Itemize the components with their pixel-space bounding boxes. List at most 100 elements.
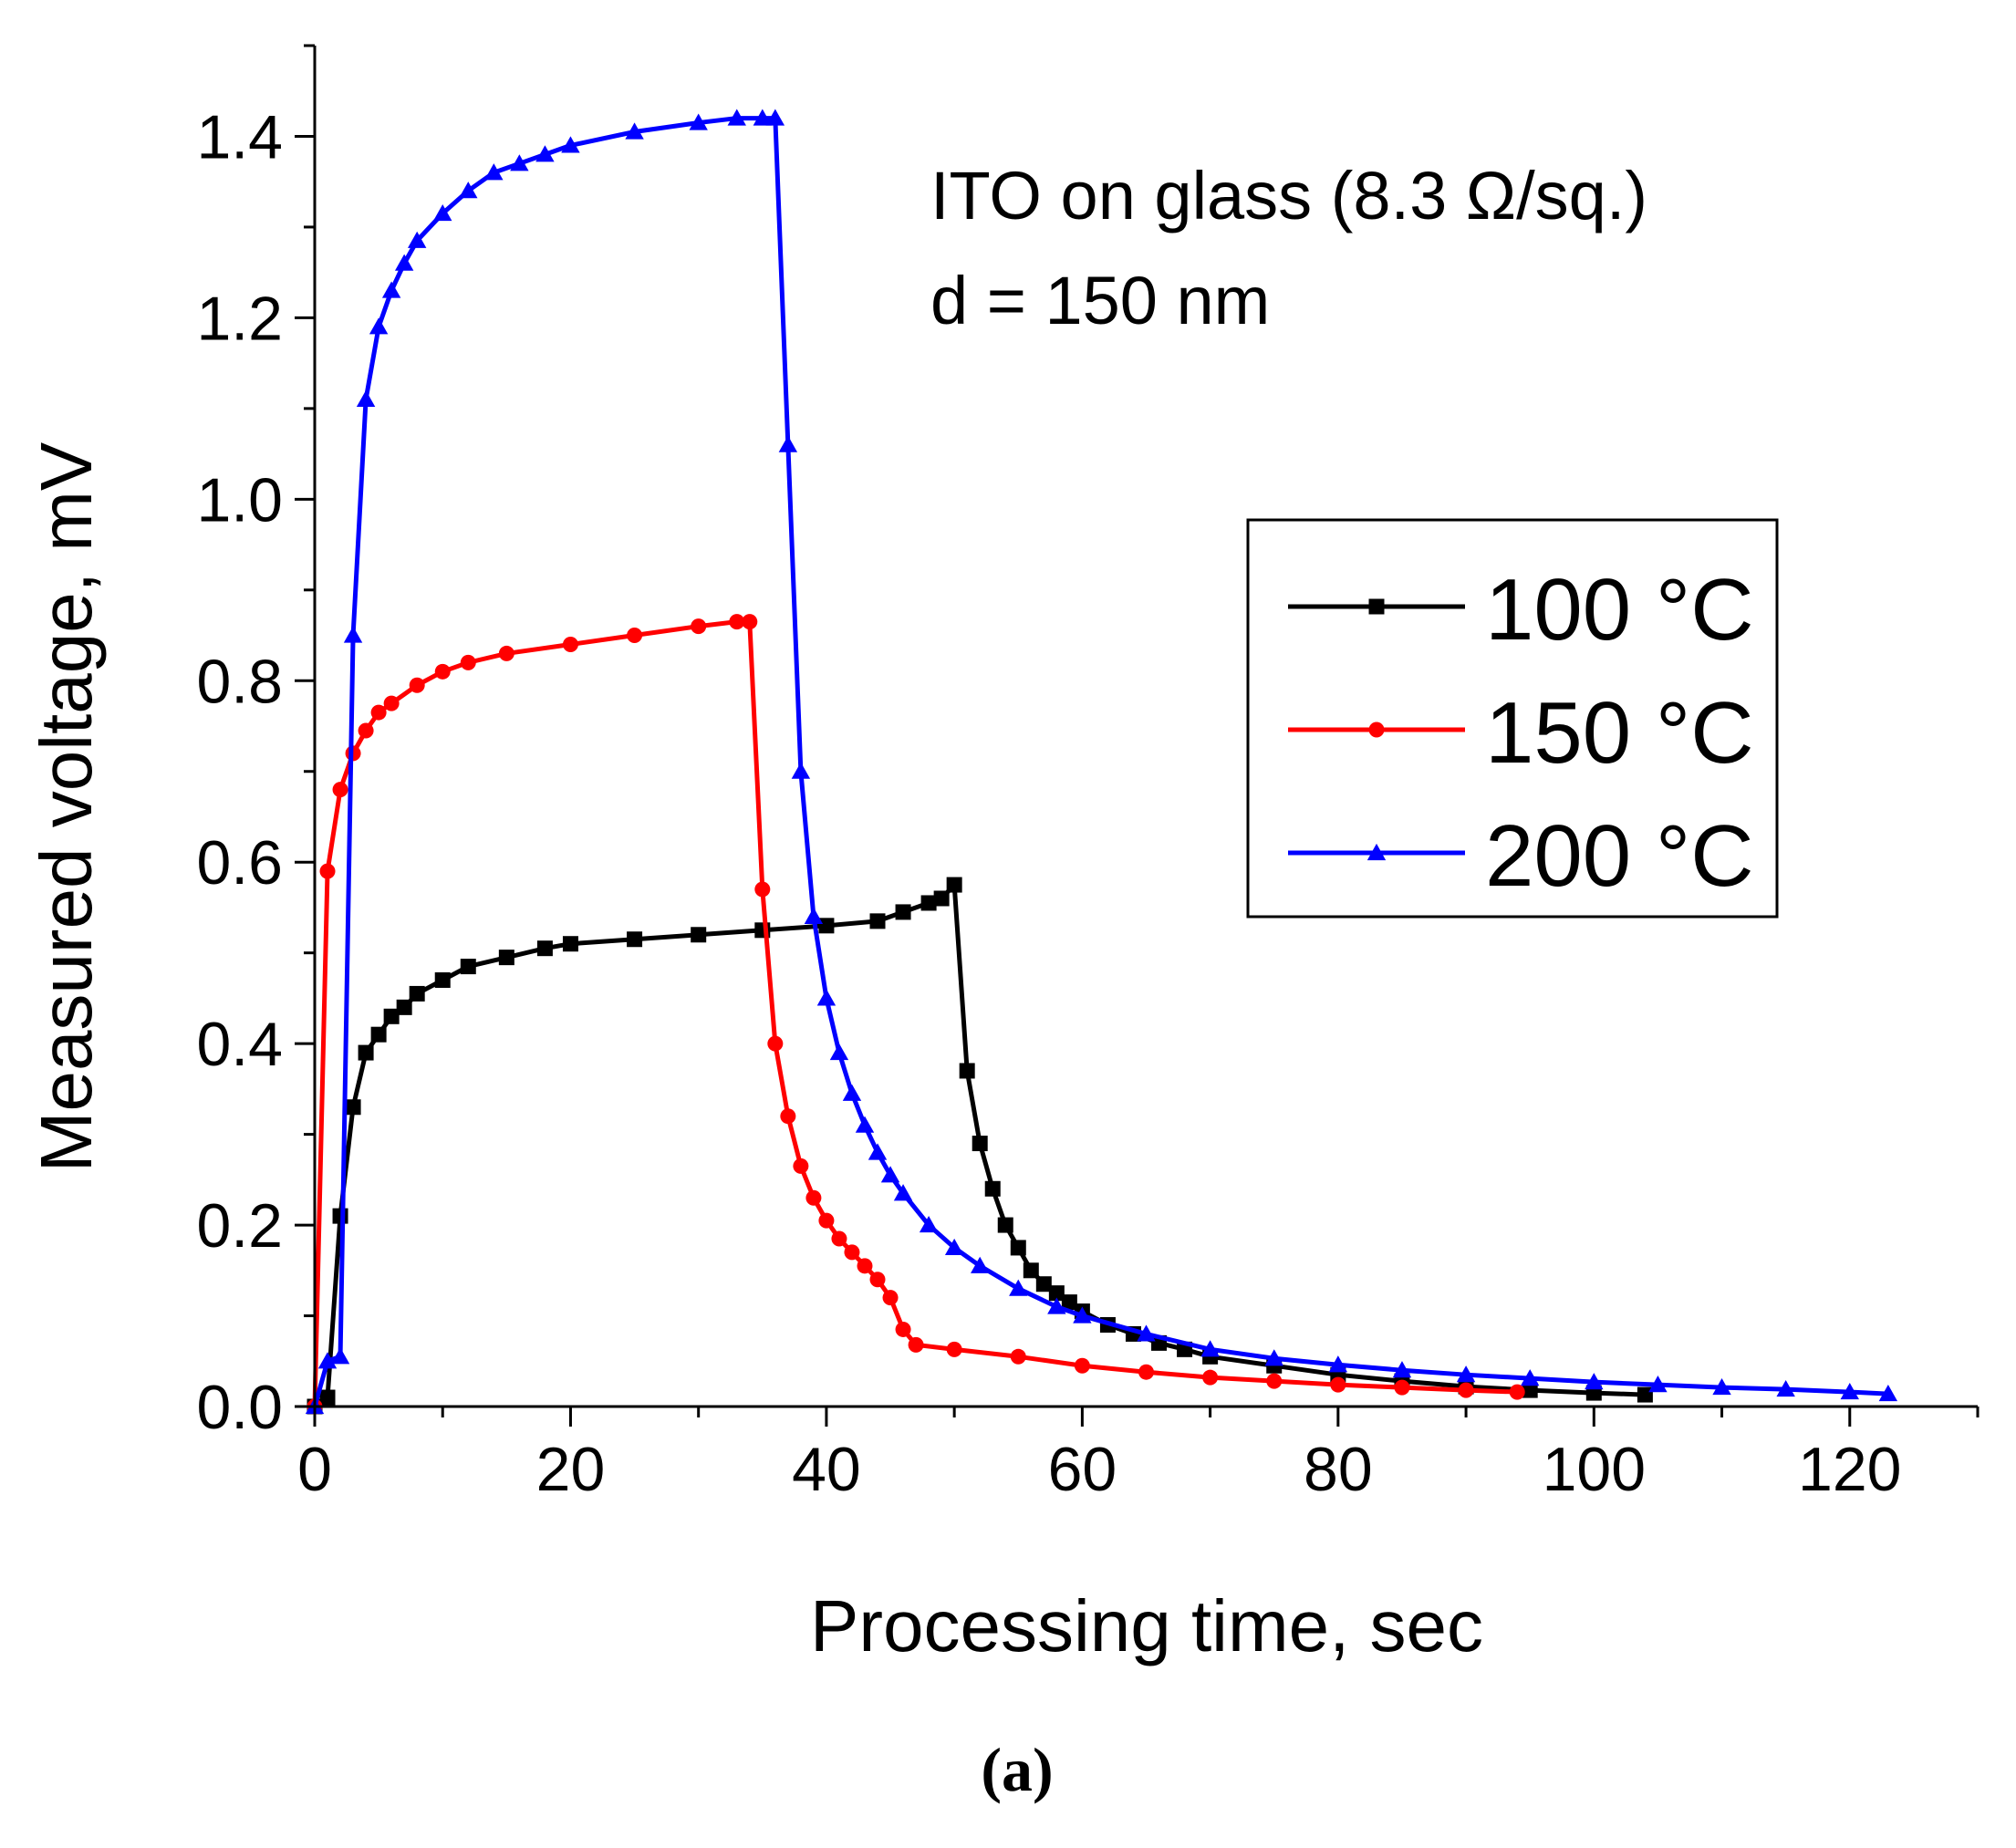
- data-point: [1202, 1369, 1219, 1386]
- data-point: [317, 1352, 338, 1369]
- y-axis-label: Measured voltage, mV: [26, 441, 107, 1172]
- x-tick-label: 80: [1304, 1435, 1373, 1504]
- data-point: [1392, 1361, 1412, 1378]
- data-point: [727, 109, 746, 126]
- data-point: [997, 1217, 1013, 1233]
- x-tick-label: 0: [297, 1435, 332, 1504]
- y-tick-label: 0.8: [196, 647, 283, 716]
- data-point: [946, 1341, 962, 1357]
- series-1: [307, 877, 1653, 1415]
- data-point: [484, 163, 504, 181]
- data-point: [944, 1238, 964, 1256]
- data-point: [869, 1272, 886, 1288]
- data-point: [842, 1084, 862, 1101]
- y-tick-label: 0.6: [196, 828, 283, 898]
- data-point: [857, 1258, 873, 1274]
- data-point: [459, 182, 478, 199]
- data-point: [370, 1026, 387, 1043]
- y-tick-label: 0.2: [196, 1191, 283, 1261]
- data-point: [893, 1184, 913, 1201]
- data-point: [1023, 1262, 1039, 1279]
- data-point: [1264, 1349, 1283, 1366]
- data-point: [816, 989, 837, 1006]
- data-point: [625, 122, 644, 140]
- data-point: [933, 890, 950, 907]
- data-point: [1328, 1355, 1348, 1373]
- data-point: [434, 663, 451, 680]
- data-point: [1509, 1384, 1525, 1400]
- data-point: [805, 1189, 822, 1206]
- data-point: [691, 618, 707, 635]
- axes-layer: 0 20 40 60 80 100 120 0.0 0.2 0.4 0.6 0.8 1.0 1.2 1.4: [196, 44, 1980, 1504]
- x-tick-label: 40: [792, 1435, 861, 1504]
- data-point: [919, 1215, 939, 1233]
- data-point: [381, 281, 401, 298]
- data-point: [1047, 1297, 1066, 1314]
- data-point: [831, 1230, 847, 1247]
- y-tick-label: 1.2: [196, 284, 283, 353]
- data-point: [868, 1143, 888, 1160]
- data-point: [1456, 1365, 1476, 1383]
- data-point: [1330, 1376, 1346, 1393]
- data-point: [1073, 1306, 1092, 1324]
- data-point: [369, 317, 389, 335]
- data-point: [984, 1180, 1001, 1197]
- data-point: [1458, 1382, 1474, 1398]
- legend-item: 150 °C: [1288, 684, 1754, 782]
- data-point: [627, 931, 643, 948]
- data-point: [1010, 1240, 1026, 1256]
- data-point: [562, 936, 578, 952]
- data-point: [1266, 1373, 1283, 1389]
- data-point: [535, 145, 555, 162]
- data-point: [818, 1212, 835, 1229]
- data-point: [1010, 1348, 1026, 1365]
- data-point: [407, 231, 427, 248]
- data-point: [383, 695, 400, 711]
- data-point: [460, 654, 476, 670]
- data-point: [356, 389, 376, 407]
- series-3: [305, 109, 1898, 1415]
- data-point: [319, 1389, 336, 1406]
- data-point: [1648, 1376, 1668, 1393]
- data-point: [510, 154, 529, 171]
- data-point: [498, 645, 514, 661]
- data-point: [689, 113, 708, 130]
- data-point: [1637, 1386, 1653, 1403]
- data-point: [895, 1321, 911, 1337]
- data-point: [1061, 1294, 1077, 1311]
- data-point: [1074, 1357, 1090, 1374]
- data-point: [332, 782, 348, 798]
- data-point: [844, 1244, 860, 1261]
- data-point: [1520, 1369, 1540, 1386]
- data-point: [332, 1208, 348, 1224]
- data-point: [358, 1044, 374, 1061]
- data-point: [765, 109, 785, 126]
- annotation-line-1: ITO on glass (8.3 Ω/sq.): [930, 158, 1647, 234]
- data-point: [370, 704, 387, 721]
- data-point: [434, 972, 451, 989]
- data-point: [409, 677, 425, 693]
- data-point: [330, 1347, 350, 1365]
- data-point: [959, 1063, 975, 1079]
- data-point: [971, 1256, 990, 1273]
- legend-marker: [1367, 843, 1387, 861]
- x-tick-label: 20: [536, 1435, 606, 1504]
- data-point: [829, 1043, 849, 1061]
- data-point: [869, 913, 886, 929]
- y-tick-label: 0.4: [196, 1010, 283, 1079]
- annotation-line-2: d = 150 nm: [930, 263, 1270, 338]
- x-tick-label: 120: [1798, 1435, 1901, 1504]
- data-point: [460, 959, 476, 975]
- x-axis-label: Processing time, sec: [810, 1585, 1483, 1666]
- data-point: [729, 614, 745, 630]
- data-point: [882, 1290, 899, 1306]
- data-point: [793, 1158, 809, 1174]
- legend-label: 200 °C: [1485, 807, 1754, 905]
- data-point: [536, 940, 553, 957]
- series-layer: [305, 109, 1898, 1415]
- data-point: [1394, 1379, 1410, 1396]
- data-point: [562, 636, 578, 652]
- data-point: [946, 877, 962, 893]
- data-point: [767, 1035, 784, 1052]
